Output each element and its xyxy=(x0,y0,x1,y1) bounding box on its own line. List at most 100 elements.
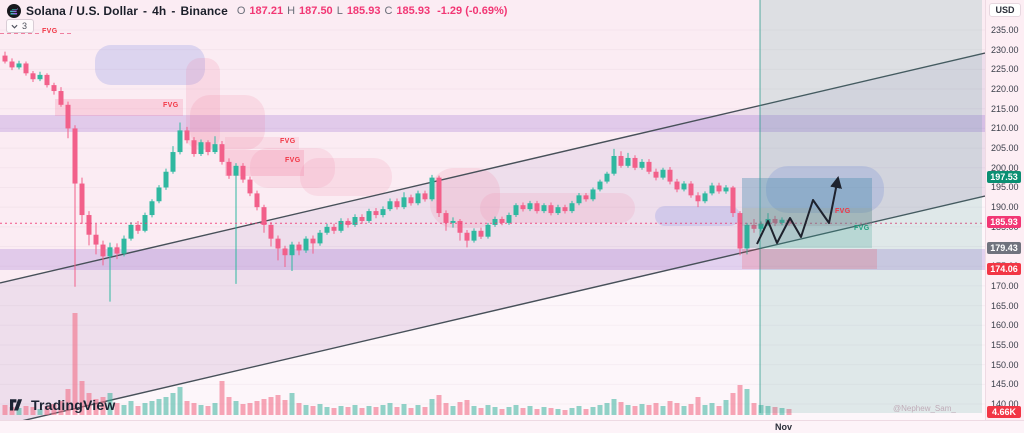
tradingview-logo[interactable]: TradingView xyxy=(10,397,115,413)
upper-trendline[interactable] xyxy=(0,52,985,284)
tradingview-logo-text: TradingView xyxy=(31,397,116,413)
fvg-label: FVG xyxy=(285,157,301,164)
open-label: O xyxy=(236,5,246,17)
candle-body xyxy=(254,193,260,208)
candle-body xyxy=(219,144,225,162)
volume-layer xyxy=(2,313,792,415)
time-axis-label: Nov xyxy=(775,422,793,432)
candle-body xyxy=(632,157,638,168)
volume-bar xyxy=(737,385,743,415)
volume-bar xyxy=(611,399,617,415)
volume-bar xyxy=(310,406,316,415)
volume-bar xyxy=(485,405,491,415)
candle-body xyxy=(688,183,694,196)
candle-body xyxy=(30,73,36,80)
stop-zone-box[interactable] xyxy=(742,249,877,269)
candle-body xyxy=(478,230,484,237)
candle-body xyxy=(170,152,176,172)
candle-body xyxy=(247,179,253,194)
projection-highlight-region xyxy=(760,0,982,413)
candle-body xyxy=(86,215,92,235)
lower-trendline[interactable] xyxy=(0,195,985,420)
candle-body xyxy=(520,205,526,210)
candle-body xyxy=(737,213,743,249)
interval-label[interactable]: 4h xyxy=(152,4,167,18)
candle-body xyxy=(394,201,400,208)
volume-bar xyxy=(233,401,239,415)
candle-body xyxy=(352,217,358,225)
volume-bar xyxy=(464,400,470,415)
candle-body xyxy=(695,195,701,202)
volume-bar xyxy=(93,399,99,415)
candle-body xyxy=(51,85,57,92)
candle-body xyxy=(674,181,680,190)
volume-bar xyxy=(548,408,554,415)
volume-bar xyxy=(2,405,8,415)
volume-bar xyxy=(30,407,36,415)
candle-body xyxy=(149,201,155,216)
candle-body xyxy=(604,173,610,182)
time-axis[interactable]: Nov xyxy=(0,420,1024,433)
candle-body xyxy=(261,207,267,225)
fvg-label: FVG xyxy=(835,208,851,215)
candle-body xyxy=(716,185,722,192)
candle-body xyxy=(16,63,22,68)
volume-bar xyxy=(471,406,477,415)
price-tick-label: 170.00 xyxy=(991,280,1019,291)
candle-body xyxy=(513,205,519,216)
volume-bar xyxy=(604,403,610,415)
price-tick-label: 230.00 xyxy=(991,44,1019,55)
candle-body xyxy=(268,224,274,239)
volume-bar xyxy=(443,403,449,415)
symbol-title[interactable]: Solana / U.S. Dollar xyxy=(26,4,139,18)
symbol-legend[interactable]: Solana / U.S. Dollar - 4h - Binance O 187… xyxy=(7,4,507,18)
volume-bar xyxy=(303,405,309,415)
candle-body xyxy=(79,183,85,216)
currency-toggle[interactable]: USD xyxy=(989,3,1021,17)
tradingview-logo-icon xyxy=(10,398,23,411)
volume-bar xyxy=(324,407,330,415)
price-tick-label: 205.00 xyxy=(991,143,1019,154)
price-tick-label: 190.00 xyxy=(991,202,1019,213)
volume-bar xyxy=(394,407,400,415)
candle-body xyxy=(639,161,645,168)
candle-body xyxy=(226,161,232,176)
volume-bar xyxy=(135,406,141,415)
volume-bar xyxy=(373,407,379,415)
legend-collapse-button[interactable]: 3 xyxy=(6,19,35,33)
volume-bar xyxy=(65,389,71,415)
volume-bar xyxy=(541,407,547,415)
demand-zone-box[interactable] xyxy=(742,178,872,248)
supply-zone-box[interactable] xyxy=(742,178,872,208)
candle-body xyxy=(429,177,435,200)
projection-zigzag-arrow[interactable] xyxy=(756,176,842,245)
volume-bar xyxy=(688,404,694,415)
candle-body xyxy=(527,203,533,210)
chart-canvas[interactable]: @Nephew_Sam_ FVG FVG FVG FVG FVG FVG xyxy=(0,0,985,420)
volume-bar xyxy=(457,402,463,415)
volume-bar xyxy=(401,404,407,415)
price-axis[interactable]: USD 235.00 230.00 225.00 220.00 215.00 210.00… xyxy=(985,0,1024,420)
price-tick-label: 160.00 xyxy=(991,320,1019,331)
volume-bar xyxy=(422,407,428,415)
candle-body xyxy=(93,234,99,245)
volume-bar xyxy=(562,410,568,415)
supply-demand-band xyxy=(0,115,985,132)
legend-separator-2: - xyxy=(171,4,176,18)
candle-body xyxy=(107,247,113,257)
legend-separator-1: - xyxy=(143,4,148,18)
volume-bar xyxy=(282,400,288,415)
volume-bar xyxy=(331,408,337,415)
candle-body xyxy=(667,169,673,182)
price-tick-label: 165.00 xyxy=(991,300,1019,311)
candle-body xyxy=(751,224,757,229)
candle-body xyxy=(303,238,309,251)
volume-bar xyxy=(156,399,162,415)
volume-bar xyxy=(149,401,155,415)
candle-body xyxy=(373,211,379,216)
volume-bar xyxy=(37,409,43,415)
candle-body xyxy=(422,193,428,200)
volume-bar xyxy=(177,387,183,415)
candle-body xyxy=(618,155,624,166)
volume-bar xyxy=(240,404,246,415)
